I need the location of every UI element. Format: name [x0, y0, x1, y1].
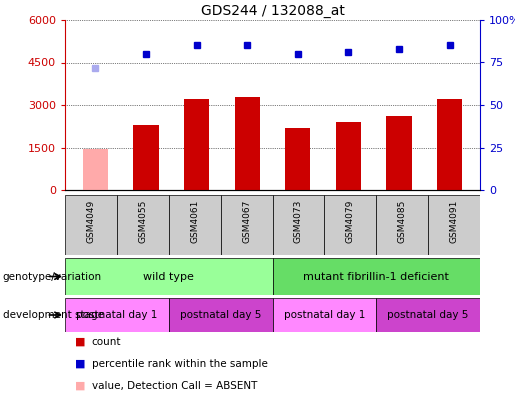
- Bar: [169, 195, 220, 255]
- Text: GSM4085: GSM4085: [398, 200, 407, 243]
- Text: GSM4067: GSM4067: [242, 200, 251, 243]
- Bar: [285, 128, 311, 190]
- Text: GSM4079: GSM4079: [346, 200, 355, 243]
- Text: ■: ■: [75, 337, 86, 347]
- Text: GSM4061: GSM4061: [190, 200, 199, 243]
- Bar: [376, 298, 480, 332]
- Bar: [65, 298, 169, 332]
- Bar: [428, 195, 480, 255]
- Bar: [65, 258, 272, 295]
- Bar: [272, 195, 324, 255]
- Bar: [220, 195, 272, 255]
- Text: value, Detection Call = ABSENT: value, Detection Call = ABSENT: [92, 381, 257, 390]
- Text: genotype/variation: genotype/variation: [3, 272, 101, 282]
- Bar: [376, 195, 428, 255]
- Bar: [83, 149, 108, 190]
- Text: percentile rank within the sample: percentile rank within the sample: [92, 359, 268, 369]
- Bar: [184, 99, 209, 190]
- Bar: [324, 195, 376, 255]
- Text: ■: ■: [75, 359, 86, 369]
- Text: postnatal day 5: postnatal day 5: [180, 310, 261, 320]
- Text: development stage: development stage: [3, 310, 104, 320]
- Bar: [437, 99, 462, 190]
- Bar: [133, 125, 159, 190]
- Text: GSM4091: GSM4091: [450, 200, 458, 243]
- Bar: [336, 122, 361, 190]
- Text: GSM4073: GSM4073: [294, 200, 303, 243]
- Text: postnatal day 5: postnatal day 5: [387, 310, 469, 320]
- Text: ■: ■: [75, 381, 86, 390]
- Bar: [169, 298, 272, 332]
- Bar: [272, 258, 480, 295]
- Text: postnatal day 1: postnatal day 1: [284, 310, 365, 320]
- Bar: [117, 195, 169, 255]
- Text: mutant fibrillin-1 deficient: mutant fibrillin-1 deficient: [303, 272, 449, 282]
- Text: postnatal day 1: postnatal day 1: [76, 310, 158, 320]
- Text: GSM4049: GSM4049: [87, 200, 95, 243]
- Bar: [234, 97, 260, 190]
- Bar: [386, 116, 411, 190]
- Bar: [65, 195, 117, 255]
- Text: GSM4055: GSM4055: [139, 200, 147, 243]
- Text: count: count: [92, 337, 121, 347]
- Title: GDS244 / 132088_at: GDS244 / 132088_at: [200, 4, 345, 17]
- Text: wild type: wild type: [143, 272, 194, 282]
- Bar: [272, 298, 376, 332]
